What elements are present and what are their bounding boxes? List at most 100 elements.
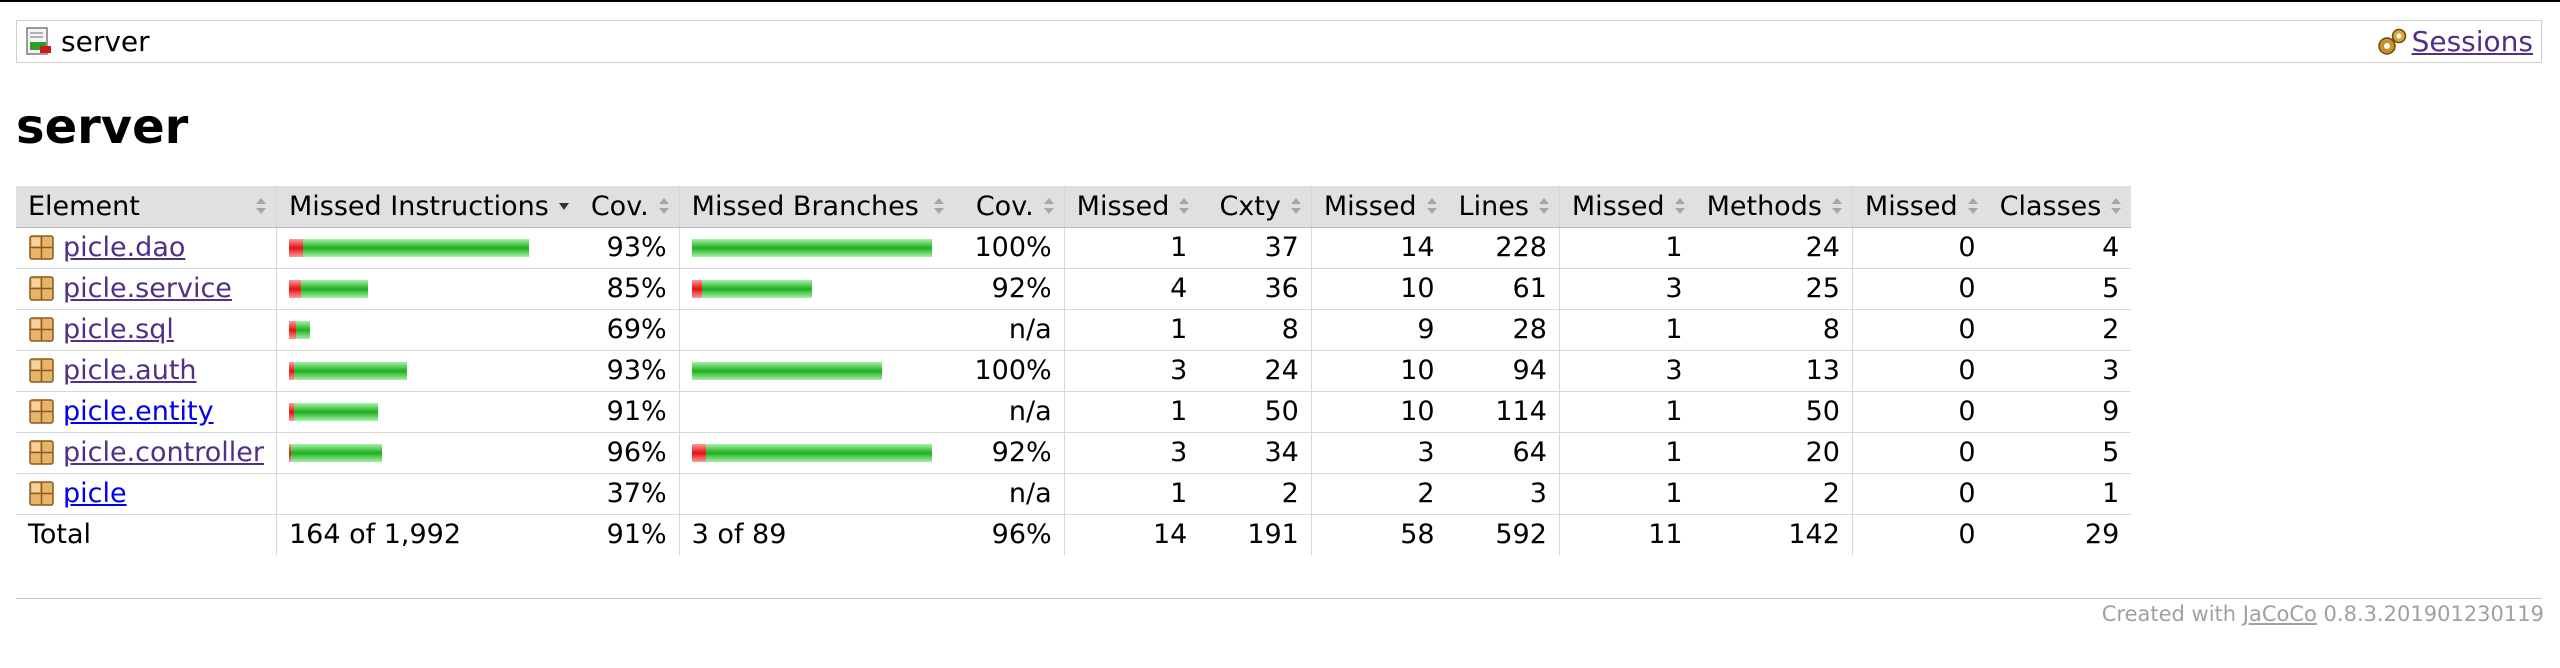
column-header-label: Missed [1076, 190, 1170, 222]
covered-bar-segment [691, 238, 932, 257]
table-row: picle.auth 93% 100% 3 24 10 94 3 13 0 3 [16, 350, 2132, 392]
branches-coverage-bar [691, 238, 943, 257]
column-header-cxty-missed[interactable]: Missed [1063, 186, 1200, 228]
branches-coverage-bar [692, 321, 943, 339]
column-header-lines-missed[interactable]: Missed [1310, 186, 1447, 228]
column-header-methods-missed[interactable]: Missed [1558, 186, 1695, 228]
report-icon [26, 26, 51, 55]
branches-coverage: 100% [954, 350, 1065, 392]
methods: 2 [1694, 473, 1853, 515]
package-link[interactable]: picle.service [63, 273, 232, 304]
instructions-coverage: 85% [578, 268, 680, 310]
covered-bar-segment [705, 443, 932, 462]
cxty-missed: 4 [1063, 268, 1200, 310]
total-classes: 29 [1987, 513, 2132, 555]
sort-descending-icon [558, 203, 569, 211]
sort-icon [1967, 198, 1978, 215]
cxty-missed: 1 [1063, 473, 1200, 515]
branches-coverage: 100% [954, 227, 1065, 269]
package-link[interactable]: picle.controller [63, 437, 264, 468]
element-cell: picle.sql [16, 309, 277, 351]
methods-missed: 3 [1558, 268, 1695, 310]
classes: 4 [1987, 227, 2132, 269]
cxty-missed: 3 [1063, 350, 1200, 392]
total-row: Total 164 of 1,992 91% 3 of 89 96% 14 19… [16, 513, 2132, 555]
missed-branches-cell [678, 473, 955, 515]
covered-bar-segment [300, 279, 368, 298]
methods-missed: 1 [1558, 227, 1695, 269]
table-row: picle.entity 91% n/a 1 50 10 114 1 50 0 9 [16, 391, 2132, 433]
instructions-coverage-bar [288, 361, 567, 380]
missed-bar-segment [288, 238, 303, 257]
covered-bar-segment [293, 361, 407, 380]
package-link[interactable]: picle [63, 478, 127, 509]
cxty-missed: 1 [1063, 391, 1200, 433]
total-methods-missed: 11 [1558, 513, 1695, 555]
covered-bar-segment [290, 443, 382, 462]
instructions-coverage-bar [288, 279, 567, 298]
jacoco-link[interactable]: JaCoCo [2242, 602, 2317, 626]
package-link[interactable]: picle.sql [63, 314, 174, 345]
lines: 64 [1446, 432, 1560, 474]
cxty: 50 [1199, 391, 1312, 433]
package-icon [29, 358, 54, 383]
cxty-missed: 3 [1063, 432, 1200, 474]
cxty-missed: 1 [1063, 227, 1200, 269]
cxty: 34 [1199, 432, 1312, 474]
column-header-branches-coverage[interactable]: Cov. [954, 186, 1065, 228]
methods-missed: 1 [1558, 473, 1695, 515]
total-instructions-coverage: 91% [578, 513, 680, 555]
missed-instructions-cell [275, 391, 579, 433]
instructions-coverage: 96% [578, 432, 680, 474]
lines: 61 [1446, 268, 1560, 310]
table-row: picle.sql 69% n/a 1 8 9 28 1 8 0 2 [16, 309, 2132, 351]
instructions-coverage-bar [288, 238, 567, 257]
sort-icon [934, 198, 945, 215]
total-label: Total [16, 513, 277, 555]
footer-prefix: Created with [2101, 602, 2243, 626]
cxty: 36 [1199, 268, 1312, 310]
column-header-label: Missed [1323, 190, 1417, 222]
methods: 25 [1694, 268, 1853, 310]
lines-missed: 9 [1310, 309, 1447, 351]
column-header-label: Cov. [590, 190, 649, 222]
element-wrap: picle.sql [28, 314, 264, 345]
column-header-methods[interactable]: Methods [1694, 186, 1853, 228]
instructions-coverage-bar [289, 485, 567, 503]
package-link[interactable]: picle.auth [63, 355, 197, 386]
sort-icon [1179, 198, 1190, 215]
cxty: 37 [1199, 227, 1312, 269]
instructions-coverage: 91% [578, 391, 680, 433]
column-header-instructions-coverage[interactable]: Cov. [578, 186, 680, 228]
missed-branches-cell [678, 227, 955, 269]
column-header-classes-missed[interactable]: Missed [1851, 186, 1988, 228]
classes-missed: 0 [1851, 268, 1988, 310]
column-header-cxty[interactable]: Cxty [1199, 186, 1312, 228]
sessions-link[interactable]: Sessions [2411, 25, 2533, 58]
package-link[interactable]: picle.dao [63, 232, 186, 263]
methods: 50 [1694, 391, 1853, 433]
covered-bar-segment [701, 279, 812, 298]
methods-missed: 1 [1558, 391, 1695, 433]
package-link[interactable]: picle.entity [63, 396, 214, 427]
sessions-icon [2377, 28, 2406, 55]
classes-missed: 0 [1851, 309, 1988, 351]
column-header-classes[interactable]: Classes [1987, 186, 2132, 228]
footer-version: 0.8.3.201901230119 [2316, 602, 2544, 626]
missed-instructions-cell [275, 268, 579, 310]
covered-bar-segment [295, 320, 310, 339]
table-row: picle.dao 93% 100% 1 37 14 228 1 24 0 4 [16, 227, 2132, 269]
missed-bar-segment [288, 361, 294, 380]
classes: 2 [1987, 309, 2132, 351]
column-header-missed-instructions[interactable]: Missed Instructions [275, 186, 579, 228]
branches-coverage: n/a [954, 391, 1065, 433]
column-header-lines[interactable]: Lines [1446, 186, 1560, 228]
methods: 24 [1694, 227, 1853, 269]
package-icon [29, 440, 54, 465]
cxty: 2 [1199, 473, 1312, 515]
instructions-coverage: 93% [578, 350, 680, 392]
column-header-element[interactable]: Element [16, 186, 277, 228]
missed-bar-segment [288, 402, 294, 421]
instructions-coverage-bar [288, 320, 567, 339]
column-header-missed-branches[interactable]: Missed Branches [678, 186, 955, 228]
